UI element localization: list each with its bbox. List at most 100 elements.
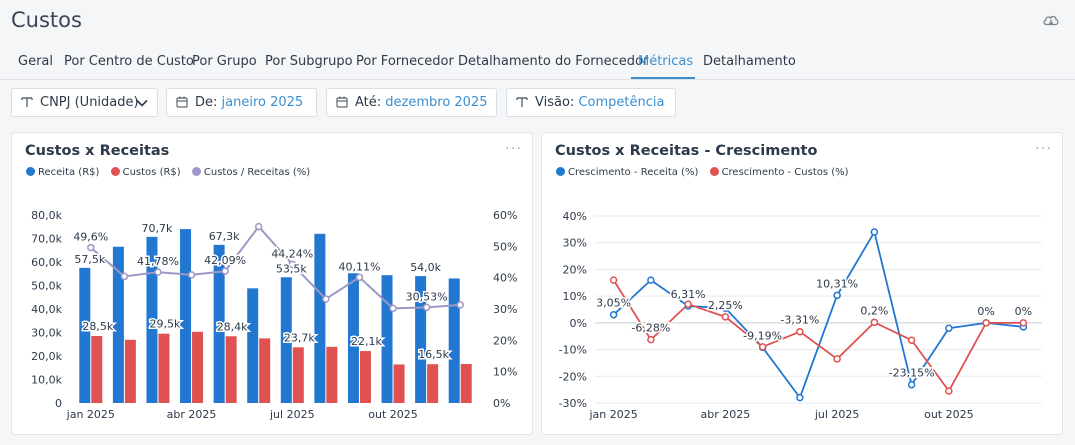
y-left-tick-label: 50,0k xyxy=(31,280,62,293)
bar-custos xyxy=(124,339,136,403)
bar-receita xyxy=(112,246,124,403)
x-tick-label: jan 2025 xyxy=(66,408,115,421)
legend-item-crescimento-receita[interactable]: Crescimento - Receita (%) xyxy=(556,167,698,178)
view-filter-label: Visão: xyxy=(535,95,575,110)
bar-receita xyxy=(213,244,225,403)
bar-custos xyxy=(427,364,439,403)
data-label-receita: 57,5k xyxy=(74,253,105,266)
point-custos-receitas xyxy=(120,272,129,281)
more-options-icon[interactable]: ··· xyxy=(1035,139,1052,155)
data-label-crescimento-custos: 2,25% xyxy=(708,299,743,312)
y-right-tick-label: 60% xyxy=(493,209,517,222)
calendar-icon xyxy=(176,96,188,108)
data-label-custos: 22,1k xyxy=(351,335,382,348)
bar-custos xyxy=(91,336,103,403)
point-crescimento-custos xyxy=(1019,319,1028,327)
tab-por-subgrupo[interactable]: Por Subgrupo xyxy=(265,54,353,69)
data-label-crescimento-custos: -6,28% xyxy=(631,322,670,335)
y-right-tick-label: 30% xyxy=(493,303,517,316)
tab-por-fornecedor[interactable]: Por Fornecedor xyxy=(356,54,454,69)
y-left-tick-label: 0 xyxy=(55,397,62,410)
point-crescimento-receita xyxy=(833,291,841,300)
data-label-custos: 23,7k xyxy=(284,331,315,344)
y-left-tick-label: 30,0k xyxy=(31,327,62,340)
legend-item-custos[interactable]: Custos (R$) xyxy=(110,167,181,178)
point-crescimento-receita xyxy=(647,276,655,284)
point-custos-receitas xyxy=(322,295,330,303)
y-left-tick-label: 20,0k xyxy=(31,350,62,363)
page-title: Custos xyxy=(11,8,82,32)
date-to-filter[interactable]: Até: dezembro 2025 xyxy=(326,88,497,117)
legend-item-receita[interactable]: Receita (R$) xyxy=(26,167,99,178)
bar-receita xyxy=(146,236,158,403)
legend-item-ratio[interactable]: Custos / Receitas (%) xyxy=(191,167,310,178)
point-crescimento-receita xyxy=(796,393,804,402)
point-custos-receitas xyxy=(456,301,464,309)
tab-por-centro-de-custo[interactable]: Por Centro de Custo xyxy=(64,54,194,69)
data-label-receita: 53,5k xyxy=(276,262,307,275)
data-label-crescimento-custos: 0% xyxy=(1015,305,1032,318)
y-right-tick-label: 40% xyxy=(493,272,517,285)
cloud-download-icon[interactable] xyxy=(1042,12,1060,28)
bar-custos xyxy=(259,338,271,403)
point-custos-receitas xyxy=(254,222,263,231)
bar-custos xyxy=(225,336,237,403)
tab-metricas[interactable]: Métricas xyxy=(638,54,694,69)
date-from-filter[interactable]: De: janeiro 2025 xyxy=(166,88,317,117)
point-crescimento-custos xyxy=(870,318,879,327)
legend-item-crescimento-custos[interactable]: Crescimento - Custos (%) xyxy=(709,167,849,178)
y-tick-label: 30% xyxy=(563,237,587,250)
point-custos-receitas xyxy=(187,271,196,279)
point-crescimento-custos xyxy=(647,335,655,344)
data-label-custos: 29,5k xyxy=(150,318,181,331)
data-label-crescimento-custos: 0,2% xyxy=(860,304,888,317)
bar-custos xyxy=(292,347,304,403)
y-right-tick-label: 20% xyxy=(493,334,517,347)
point-crescimento-receita xyxy=(870,228,879,236)
filter-bar: CNPJ (Unidade) De: janeiro 2025 Até: dez… xyxy=(0,80,1075,126)
bar-receita xyxy=(448,278,460,403)
text-t-icon xyxy=(516,97,528,107)
tab-por-grupo[interactable]: Por Grupo xyxy=(192,54,257,69)
data-label-crescimento-receita: 6,31% xyxy=(671,288,706,301)
y-left-tick-label: 60,0k xyxy=(31,256,62,269)
data-label-crescimento-receita: 10,31% xyxy=(816,277,858,290)
data-label-crescimento-custos: -3,31% xyxy=(780,314,819,327)
data-label-crescimento-receita: 0% xyxy=(977,305,994,318)
calendar-icon xyxy=(336,96,348,108)
x-tick-label: out 2025 xyxy=(368,408,418,421)
point-custos-receitas xyxy=(154,268,162,276)
tab-bar: Geral Por Centro de Custo Por Grupo Por … xyxy=(0,44,1075,80)
x-tick-label: jan 2025 xyxy=(588,408,637,421)
cnpj-select[interactable]: CNPJ (Unidade) xyxy=(11,88,158,117)
data-label-custos-receitas: 40,11% xyxy=(338,260,380,273)
bar-custos xyxy=(460,363,472,403)
tab-detalhamento[interactable]: Detalhamento xyxy=(703,54,796,69)
point-crescimento-receita xyxy=(721,304,730,312)
bar-receita xyxy=(415,276,427,403)
view-filter[interactable]: Visão: Competência xyxy=(506,88,676,117)
data-label-custos-receitas: 41,78% xyxy=(137,255,179,268)
tab-geral[interactable]: Geral xyxy=(18,54,53,69)
y-left-tick-label: 10,0k xyxy=(31,374,62,387)
point-crescimento-custos xyxy=(758,343,767,351)
bar-custos xyxy=(393,364,405,403)
more-options-icon[interactable]: ··· xyxy=(505,139,522,155)
x-tick-label: abr 2025 xyxy=(701,408,751,421)
point-crescimento-custos xyxy=(684,300,692,308)
bar-receita xyxy=(180,229,192,403)
point-crescimento-custos xyxy=(721,313,730,321)
point-custos-receitas xyxy=(355,273,364,282)
data-label-receita: 67,3k xyxy=(209,230,240,243)
y-left-tick-label: 80,0k xyxy=(31,209,62,222)
x-tick-label: jul 2025 xyxy=(814,408,860,421)
date-from-label: De: xyxy=(195,95,218,110)
date-from-value: janeiro 2025 xyxy=(221,95,304,110)
bar-receita xyxy=(381,275,393,403)
chevron-down-icon xyxy=(136,99,148,107)
tab-detalhamento-do-fornecedor[interactable]: Detalhamento do Fornecedor xyxy=(458,54,649,69)
data-label-custos: 28,4k xyxy=(217,320,248,333)
data-label-custos-receitas: 42,09% xyxy=(204,254,246,267)
active-tab-indicator xyxy=(631,77,695,79)
x-tick-label: out 2025 xyxy=(924,408,974,421)
